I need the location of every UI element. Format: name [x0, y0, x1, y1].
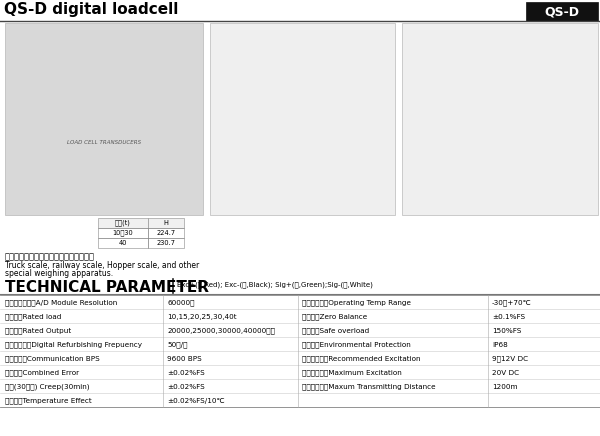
Text: QS-D: QS-D	[545, 6, 580, 18]
Text: 数据刺新速率Digital Refurbishing Frepuency: 数据刺新速率Digital Refurbishing Frepuency	[5, 342, 142, 348]
Text: Exc+(红,Red); Exc-(黑,Black); Sig+(绿,Green);Sig-(白,White): Exc+(红,Red); Exc-(黑,Black); Sig+(绿,Green…	[177, 281, 373, 288]
Text: 10,15,20,25,30,40t: 10,15,20,25,30,40t	[167, 314, 236, 320]
Text: 150%FS: 150%FS	[492, 328, 521, 334]
Text: 10－30: 10－30	[113, 230, 133, 236]
Text: 使用温度范围Operating Temp Range: 使用温度范围Operating Temp Range	[302, 300, 411, 307]
Text: QS-D digital loadcell: QS-D digital loadcell	[4, 2, 178, 17]
Text: 20V DC: 20V DC	[492, 370, 519, 376]
Text: 40: 40	[119, 240, 127, 246]
Text: special weighing apparatus.: special weighing apparatus.	[5, 269, 113, 278]
Text: 9～12V DC: 9～12V DC	[492, 356, 528, 362]
Text: 安全过载Safe overload: 安全过载Safe overload	[302, 328, 369, 334]
Text: 50次/秒: 50次/秒	[167, 342, 187, 348]
Text: ±0.02%FS: ±0.02%FS	[167, 370, 205, 376]
Text: 蜖变(30分钟) Creep(30min): 蜖变(30分钟) Creep(30min)	[5, 384, 89, 390]
Text: 20000,25000,30000,40000内码: 20000,25000,30000,40000内码	[167, 328, 275, 334]
Text: ±0.02%FS: ±0.02%FS	[167, 384, 205, 390]
Bar	[98, 218, 148, 228]
Text: 额定输出Rated Output: 额定输出Rated Output	[5, 328, 71, 334]
Bar	[148, 238, 184, 248]
Text: 224.7: 224.7	[157, 230, 176, 236]
Text: H: H	[164, 220, 169, 226]
Bar	[148, 218, 184, 228]
Text: -30～+70℃: -30～+70℃	[492, 300, 532, 307]
Bar	[5, 23, 203, 215]
Text: 9600 BPS: 9600 BPS	[167, 356, 202, 362]
Text: 最大传输距离Maxum Transmitting Distance: 最大传输距离Maxum Transmitting Distance	[302, 384, 436, 390]
Text: ±0.1%FS: ±0.1%FS	[492, 314, 525, 320]
Text: 60000码: 60000码	[167, 300, 194, 307]
Text: 额定载荷Rated load: 额定载荷Rated load	[5, 313, 61, 320]
Text: 数字模块分辨数A/D Module Resolution: 数字模块分辨数A/D Module Resolution	[5, 300, 117, 307]
Text: 综合精度Combined Error: 综合精度Combined Error	[5, 370, 79, 376]
Bar	[148, 228, 184, 238]
Text: 汽车衡、轨道衡、配料秤及各种专用衡器: 汽车衡、轨道衡、配料秤及各种专用衡器	[5, 252, 95, 261]
Text: 温度系数Temperature Effect: 温度系数Temperature Effect	[5, 398, 92, 404]
Text: TECHNICAL PARAMETER: TECHNICAL PARAMETER	[5, 280, 209, 295]
Text: LOAD CELL TRANSDUCERS: LOAD CELL TRANSDUCERS	[67, 140, 141, 145]
Text: IP68: IP68	[492, 342, 508, 348]
Text: Truck scale, railway scale, Hopper scale, and other: Truck scale, railway scale, Hopper scale…	[5, 261, 199, 270]
Bar	[98, 238, 148, 248]
Text: 通讯波特率Communication BPS: 通讯波特率Communication BPS	[5, 356, 100, 362]
Text: ±0.02%FS/10℃: ±0.02%FS/10℃	[167, 398, 224, 404]
Text: 推荐输入电压Recommended Excitation: 推荐输入电压Recommended Excitation	[302, 356, 421, 362]
Bar	[98, 228, 148, 238]
Bar	[210, 23, 395, 215]
Text: 重量(t): 重量(t)	[115, 220, 131, 226]
Bar	[526, 2, 598, 21]
Text: 230.7: 230.7	[157, 240, 176, 246]
Bar	[402, 23, 598, 215]
Text: 1200m: 1200m	[492, 384, 517, 390]
Text: 零点输出Zero Balance: 零点输出Zero Balance	[302, 313, 367, 320]
Text: 最大输入电压Maximum Excitation: 最大输入电压Maximum Excitation	[302, 370, 402, 376]
Text: 防护等级Environmental Protection: 防护等级Environmental Protection	[302, 342, 411, 348]
